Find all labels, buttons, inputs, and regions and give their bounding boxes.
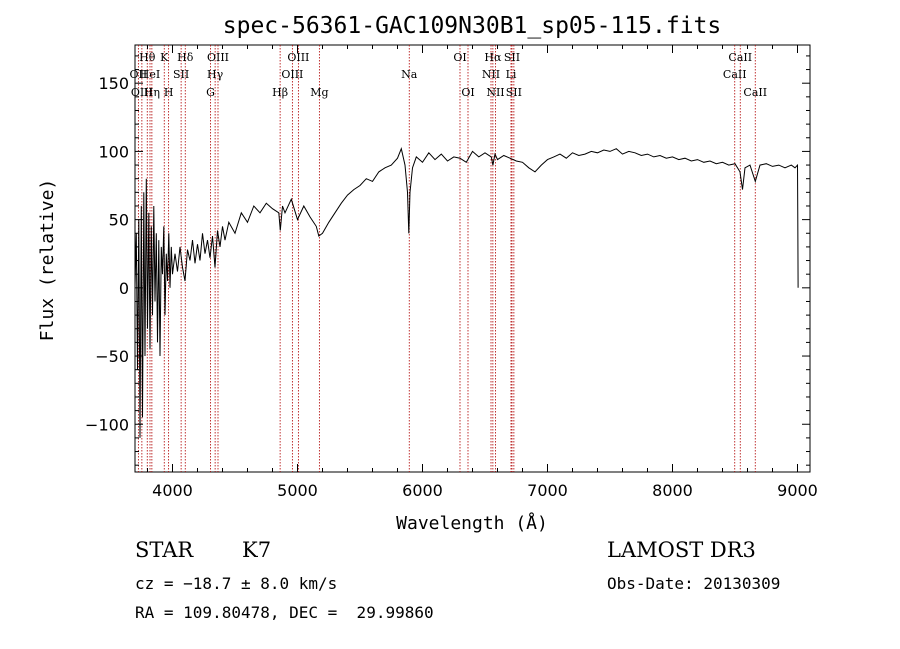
y-tick-label: 150: [98, 74, 129, 93]
line-marker-label: OI: [461, 86, 474, 99]
object-subclass: K7: [242, 538, 272, 562]
line-marker-label: Na: [401, 68, 418, 81]
line-marker-label: OIII: [287, 51, 309, 64]
x-tick-label: 8000: [652, 481, 693, 500]
y-axis-label: Flux (relative): [37, 179, 58, 342]
line-marker-label: SII: [504, 51, 520, 64]
line-marker-label: OII: [130, 68, 148, 81]
line-marker-label: CaII: [743, 86, 767, 99]
x-tick-label: 6000: [402, 481, 443, 500]
y-tick-label: −100: [85, 415, 129, 434]
object-class: STAR: [135, 538, 194, 562]
line-marker-label: CaII: [728, 51, 752, 64]
x-tick-label: 7000: [527, 481, 568, 500]
y-tick-label: 50: [109, 211, 129, 230]
line-marker-label: Li: [506, 68, 517, 81]
line-marker-label: OIII: [131, 86, 153, 99]
line-marker-label: SII: [173, 68, 189, 81]
redshift-velocity: cz = −18.7 ± 8.0 km/s: [135, 574, 338, 593]
y-tick-label: −50: [95, 347, 129, 366]
line-marker-label: K: [160, 51, 169, 64]
y-tick-label: 100: [98, 142, 129, 161]
coordinates: RA = 109.80478, DEC = 29.99860: [135, 603, 434, 622]
y-tick-label: 0: [119, 279, 129, 298]
survey-name: LAMOST DR3: [607, 538, 756, 562]
y-axis: −100 −50 0 50 100 150: [85, 55, 810, 466]
x-tick-label: 4000: [152, 481, 193, 500]
line-marker-label: Hη: [144, 86, 160, 99]
line-marker-label: Mg: [310, 86, 328, 99]
plot-frame: [134, 44, 811, 473]
line-marker-label: HeI: [140, 68, 160, 81]
line-marker-label: SII: [506, 86, 522, 99]
line-marker-label: NII: [486, 86, 504, 99]
x-tick-label: 5000: [277, 481, 318, 500]
line-marker-label: Hδ: [177, 51, 194, 64]
line-marker-label: NII: [482, 68, 500, 81]
line-marker-label: OIII: [281, 68, 303, 81]
line-marker-label: Hβ: [272, 86, 288, 99]
line-marker-label: G: [206, 86, 215, 99]
line-marker-label: Hθ: [139, 51, 156, 64]
line-marker-label: H: [164, 86, 174, 99]
x-tick-label: 9000: [777, 481, 818, 500]
line-marker-label: OIII: [207, 51, 229, 64]
line-marker-label: Hγ: [207, 68, 224, 81]
chart-title: spec-56361-GAC109N30B1_sp05-115.fits: [223, 13, 722, 39]
line-marker-label: Hα: [484, 51, 502, 64]
line-marker-label: OI: [453, 51, 466, 64]
x-axis: 4000 5000 6000 7000 8000 9000: [147, 45, 818, 500]
x-axis-label: Wavelength (Å): [396, 512, 548, 534]
line-marker-label: CaII: [723, 68, 747, 81]
observation-date: Obs-Date: 20130309: [607, 574, 781, 593]
line-markers: [137, 45, 756, 472]
spectrum-line: [134, 147, 799, 438]
